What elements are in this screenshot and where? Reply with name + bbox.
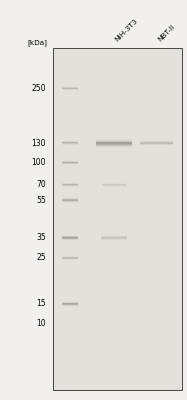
Text: NIH-3T3: NIH-3T3 [114,18,139,43]
Bar [96,141,132,142]
Bar [96,142,132,143]
Bar [53,48,182,390]
Text: 70: 70 [36,180,46,189]
Text: 25: 25 [36,254,46,262]
Text: 55: 55 [36,196,46,205]
Text: [kDa]: [kDa] [28,39,48,46]
Bar [96,140,132,141]
Bar [96,146,132,147]
Bar [96,139,132,140]
Bar [96,138,132,139]
Bar [96,145,132,146]
Bar [96,140,132,141]
Text: NBT-II: NBT-II [157,24,176,43]
Bar [96,143,132,144]
Text: 250: 250 [31,84,46,93]
Text: 10: 10 [36,319,46,328]
Text: 100: 100 [31,158,46,167]
Bar [96,139,132,140]
Bar [96,144,132,145]
Bar [96,144,132,145]
Bar [96,138,132,139]
Bar [96,141,132,142]
Bar [96,147,132,148]
Bar [96,146,132,147]
Text: 15: 15 [36,299,46,308]
Text: 35: 35 [36,233,46,242]
Text: 130: 130 [31,138,46,148]
Bar [96,142,132,143]
Bar [96,143,132,144]
